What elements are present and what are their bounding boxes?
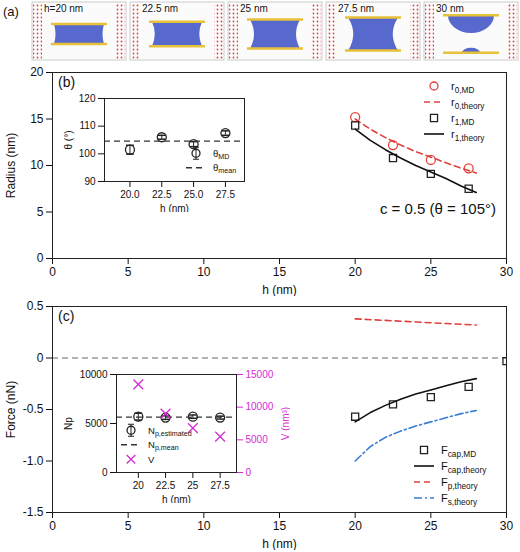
svg-text:15: 15 [30,112,44,126]
svg-text:15: 15 [273,519,287,533]
svg-text:θ (°): θ (°) [63,131,74,150]
svg-text:25: 25 [424,519,438,533]
svg-text:10: 10 [197,519,211,533]
svg-text:20: 20 [30,65,44,79]
svg-text:(a): (a) [3,4,19,19]
svg-text:22.5 nm: 22.5 nm [142,3,178,14]
svg-text:0: 0 [246,467,252,478]
svg-text:0.5: 0.5 [27,299,44,313]
svg-text:Fcap,theory: Fcap,theory [441,460,487,475]
svg-text:30: 30 [500,265,514,279]
svg-text:22.5: 22.5 [152,189,172,200]
svg-text:h (nm): h (nm) [262,283,297,297]
svg-text:15: 15 [273,265,287,279]
svg-text:27.5: 27.5 [210,480,230,491]
svg-text:25: 25 [424,265,438,279]
svg-text:5: 5 [125,265,132,279]
svg-text:0: 0 [49,519,56,533]
html-text:(c): (c) [58,308,75,324]
svg-text:5000: 5000 [246,434,269,445]
svg-text:27.5: 27.5 [216,189,236,200]
svg-text:10000: 10000 [246,401,274,412]
svg-text:V (nm³): V (nm³) [280,407,291,440]
svg-text:20: 20 [133,480,145,491]
svg-text:h (nm): h (nm) [162,494,191,504]
svg-text:20.0: 20.0 [120,189,140,200]
svg-text:0: 0 [37,351,44,365]
svg-text:120: 120 [79,93,96,104]
svg-text:100: 100 [79,148,96,159]
svg-text:30 nm: 30 nm [436,3,464,14]
svg-text:h (nm): h (nm) [262,537,297,551]
svg-text:0: 0 [102,467,108,478]
svg-text:Radius (nm): Radius (nm) [4,133,18,198]
svg-text:-1.5: -1.5 [23,505,44,519]
svg-text:Fcap,MD: Fcap,MD [441,444,476,459]
svg-text:20: 20 [348,519,362,533]
svg-text:r1,MD: r1,MD [451,112,474,127]
svg-text:25.0: 25.0 [184,189,204,200]
svg-text:5: 5 [37,205,44,219]
svg-text:10: 10 [30,158,44,172]
svg-text:5000: 5000 [85,418,108,429]
html-text:c = 0.5 (θ = 105°): c = 0.5 (θ = 105°) [379,200,496,217]
svg-text:110: 110 [80,120,96,131]
svg-text:30: 30 [500,519,514,533]
svg-text:20: 20 [348,265,362,279]
svg-text:0: 0 [37,251,44,265]
svg-text:25 nm: 25 nm [240,3,268,14]
svg-text:Force (nN): Force (nN) [4,381,18,438]
svg-text:θMD: θMD [213,148,229,161]
svg-text:Fs,theory: Fs,theory [441,492,478,507]
svg-text:10000: 10000 [80,369,108,380]
svg-text:25: 25 [187,480,199,491]
svg-text:r0,MD: r0,MD [451,80,474,95]
svg-text:27.5 nm: 27.5 nm [338,3,374,14]
svg-text:θmean: θmean [213,162,236,175]
svg-text:r1,theory: r1,theory [451,128,485,143]
svg-text:22.5: 22.5 [156,480,176,491]
svg-text:Np,mean: Np,mean [148,439,179,452]
svg-text:-0.5: -0.5 [23,402,44,416]
svg-text:10: 10 [197,265,211,279]
svg-text:Np,estimated: Np,estimated [148,424,192,437]
svg-text:Np: Np [63,417,74,430]
svg-text:r0,theory: r0,theory [451,96,485,111]
svg-text:Fp,theory: Fp,theory [441,476,478,491]
svg-text:V: V [148,453,155,464]
svg-text:5: 5 [125,519,132,533]
svg-text:0: 0 [49,265,56,279]
svg-text:90: 90 [84,176,96,187]
html-text:(b): (b) [58,74,76,90]
svg-text:15000: 15000 [246,369,274,380]
svg-text:h (nm): h (nm) [160,203,189,213]
svg-text:h=20 nm: h=20 nm [44,3,83,14]
svg-text:-1.0: -1.0 [23,454,44,468]
